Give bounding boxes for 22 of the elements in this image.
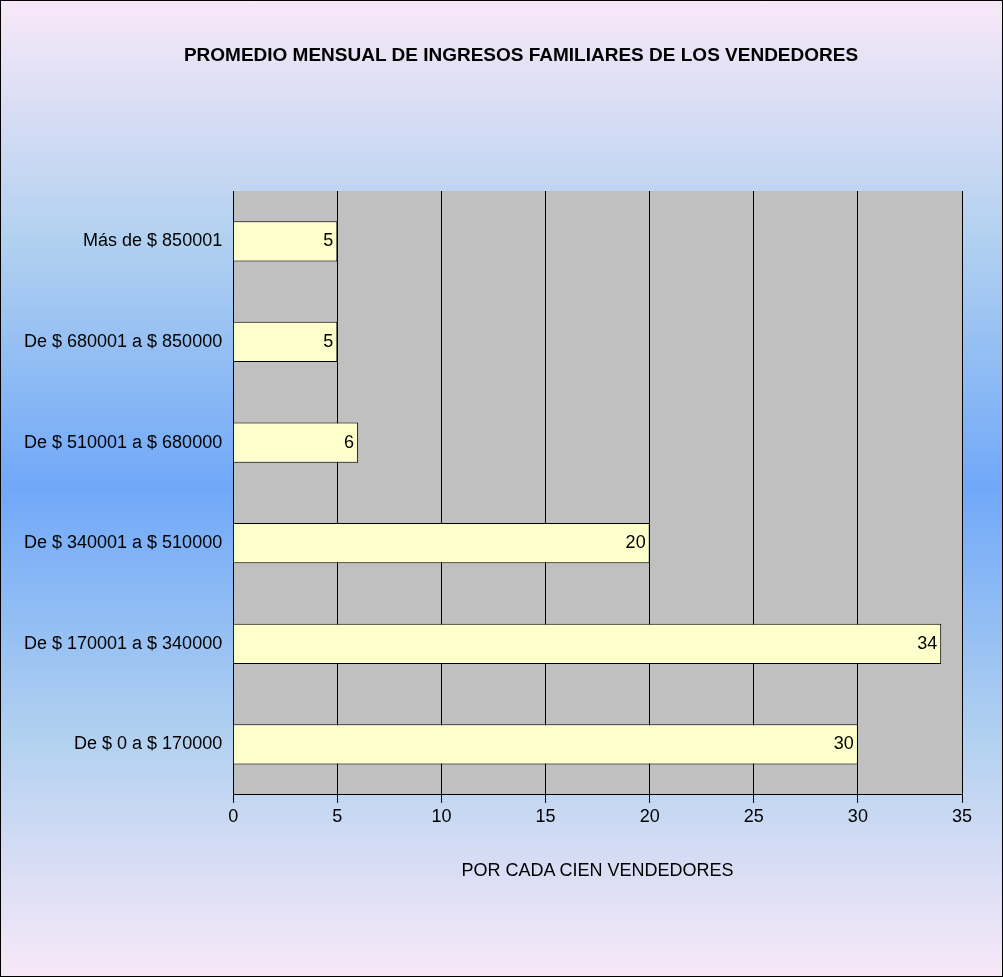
x-tick-label: 5 — [332, 805, 343, 826]
x-tick-label: 35 — [951, 805, 973, 826]
x-tick-label: 25 — [743, 805, 764, 826]
y-tick-label: De $ 680001 a $ 850000 — [23, 330, 223, 351]
x-axis-title: POR CADA CIEN VENDEDORES — [461, 860, 734, 881]
x-tick-label: 10 — [431, 805, 452, 826]
data-label: 20 — [625, 532, 646, 553]
x-tick-label: 15 — [535, 805, 556, 826]
y-tick-label: Más de $ 850001 — [83, 230, 223, 251]
y-tick-label: De $ 0 a $ 170000 — [74, 733, 223, 754]
data-label: 6 — [344, 431, 355, 452]
y-tick-label: De $ 510001 a $ 680000 — [23, 431, 223, 452]
x-tick-label: 0 — [228, 805, 239, 826]
x-tick-label: 30 — [847, 805, 868, 826]
data-label: 30 — [833, 733, 854, 754]
chart-title: PROMEDIO MENSUAL DE INGRESOS FAMILIARES DE LOS VENDEDORES — [182, 43, 860, 67]
data-label: 5 — [323, 230, 334, 251]
data-label: 5 — [323, 330, 334, 351]
x-tick-label: 20 — [639, 805, 660, 826]
y-tick-label: De $ 170001 a $ 340000 — [23, 632, 223, 653]
y-tick-label: De $ 340001 a $ 510000 — [23, 532, 223, 553]
data-label: 34 — [917, 632, 938, 653]
